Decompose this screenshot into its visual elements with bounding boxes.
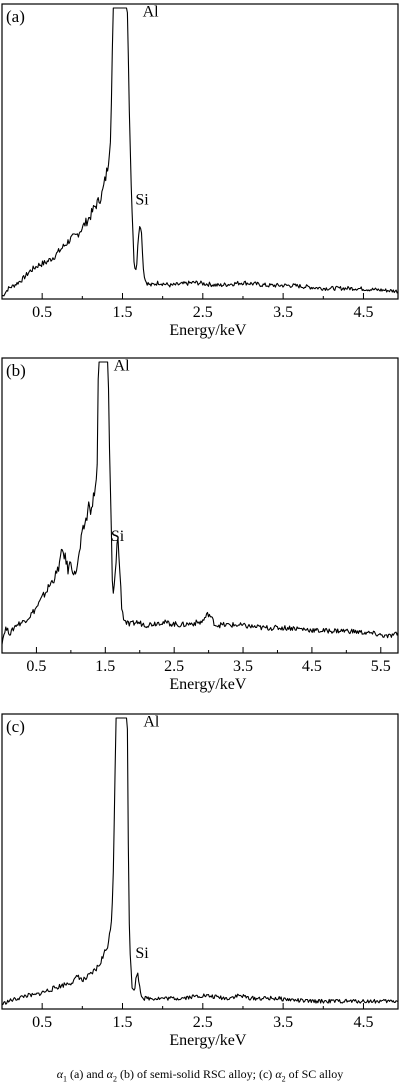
- peak-label-al: Al: [143, 4, 160, 21]
- panel-c: 0.5 1.5 2.5 3.5 4.5 Energy/keV (c) Al Si: [1, 713, 399, 1049]
- spectrum-line: [1, 361, 399, 645]
- x-tick-label: 2.5: [164, 658, 184, 675]
- caption-alpha-1: α: [56, 1067, 64, 1081]
- figure-caption: α1 (a) and α2 (b) of semi-solid RSC allo…: [0, 1066, 400, 1087]
- x-tick-label: 5.5: [371, 658, 391, 675]
- caption-alpha-2: α: [106, 1067, 113, 1081]
- peak-label-si: Si: [111, 528, 125, 545]
- x-tick-label: 0.5: [32, 304, 52, 321]
- panel-b: 0.5 1.5 2.5 3.5 4.5 5.5 Energy/keV (b) Al Si: [1, 357, 399, 693]
- panel-label: (a): [6, 7, 25, 26]
- panel-label: (c): [6, 717, 25, 736]
- peak-label-al: Al: [143, 714, 160, 731]
- x-tick-label: 1.5: [112, 1014, 132, 1031]
- spectrum-line: [1, 717, 399, 1006]
- caption-sub-1: 1: [63, 1074, 68, 1084]
- x-tick-label: 0.5: [32, 1014, 52, 1031]
- x-tick-label: 4.5: [302, 658, 322, 675]
- caption-sub-3: 2: [281, 1074, 286, 1084]
- plot-frame: [1, 357, 399, 654]
- spectrum-line: [1, 7, 399, 297]
- x-tick-label: 3.5: [273, 1014, 293, 1031]
- peak-label-al: Al: [114, 358, 131, 375]
- peak-label-si: Si: [135, 945, 149, 962]
- x-tick-label: 1.5: [112, 304, 132, 321]
- x-tick-label: 2.5: [193, 304, 213, 321]
- x-axis-label: Energy/keV: [169, 1032, 246, 1049]
- caption-text-2: (b) of semi-solid RSC alloy; (c): [116, 1067, 276, 1081]
- x-axis-label: Energy/keV: [169, 676, 246, 693]
- x-axis-label: Energy/keV: [169, 322, 246, 339]
- x-tick-label: 4.5: [353, 304, 373, 321]
- caption-sub-2: 2: [112, 1074, 117, 1084]
- x-tick-label: 3.5: [273, 304, 293, 321]
- plot-frame: [1, 3, 399, 300]
- x-tick-label: 0.5: [26, 658, 46, 675]
- caption-text-3: of SC alloy: [285, 1067, 344, 1081]
- peak-label-si: Si: [135, 192, 149, 209]
- caption-alpha-3: α: [275, 1067, 282, 1081]
- x-tick-label: 3.5: [233, 658, 253, 675]
- panel-a: 0.5 1.5 2.5 3.5 4.5 Energy/keV (a) Al Si: [1, 3, 399, 339]
- x-tick-label: 4.5: [353, 1014, 373, 1031]
- panel-label: (b): [6, 361, 26, 380]
- x-tick-label: 1.5: [95, 658, 115, 675]
- caption-text-1: (a) and: [67, 1067, 107, 1081]
- x-tick-label: 2.5: [193, 1014, 213, 1031]
- plot-frame: [1, 713, 399, 1010]
